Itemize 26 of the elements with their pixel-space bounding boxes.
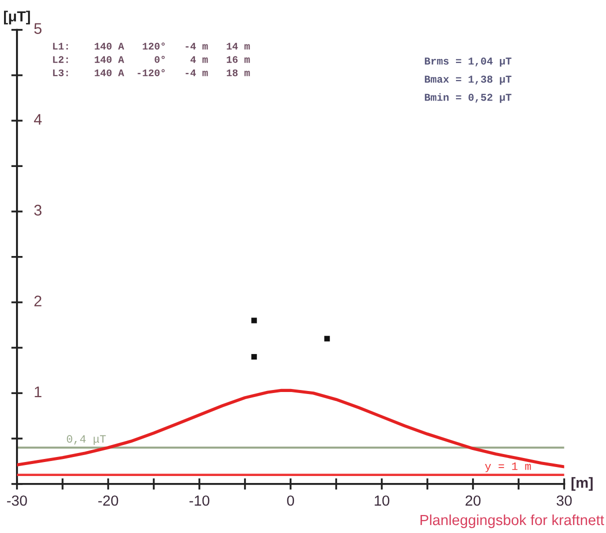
point bbox=[324, 336, 330, 342]
annotation: L1: 140 A 120° -4 m 14 m bbox=[53, 42, 250, 50]
y-axis-title: [μT] bbox=[4, 10, 30, 24]
ref-line-label: 0,4 μT bbox=[66, 435, 106, 445]
point bbox=[251, 354, 257, 360]
x-tick-label: -10 bbox=[189, 495, 210, 506]
annotation: L3: 140 A -120° -4 m 18 m bbox=[53, 69, 250, 76]
y-tick-label: 3 bbox=[34, 204, 42, 216]
y-tick-label: 1 bbox=[34, 386, 42, 398]
point bbox=[251, 318, 257, 324]
x-tick-label: 30 bbox=[556, 495, 572, 506]
x-tick-label: 0 bbox=[287, 495, 294, 506]
y-tick-label: 5 bbox=[34, 23, 42, 34]
annotation: Brms = 1,04 μT bbox=[424, 58, 512, 67]
annotation: Bmin = 0,52 μT bbox=[424, 93, 512, 103]
text: Planleggingsbok for kraftnett bbox=[420, 514, 604, 528]
annotation: L2: 140 A 0° 4 m 16 m bbox=[53, 56, 250, 63]
x-tick-label: -20 bbox=[98, 495, 118, 506]
x-tick-label: -30 bbox=[7, 495, 27, 506]
series-label: y = 1 m bbox=[485, 462, 531, 472]
x-tick-label: 20 bbox=[466, 495, 481, 506]
x-axis-title: [m] bbox=[572, 477, 593, 491]
x-tick-label: 10 bbox=[374, 495, 390, 506]
y-tick-label: 2 bbox=[34, 296, 42, 306]
y-tick-label: 4 bbox=[34, 114, 42, 125]
annotation: Bmax = 1,38 μT bbox=[424, 76, 512, 85]
